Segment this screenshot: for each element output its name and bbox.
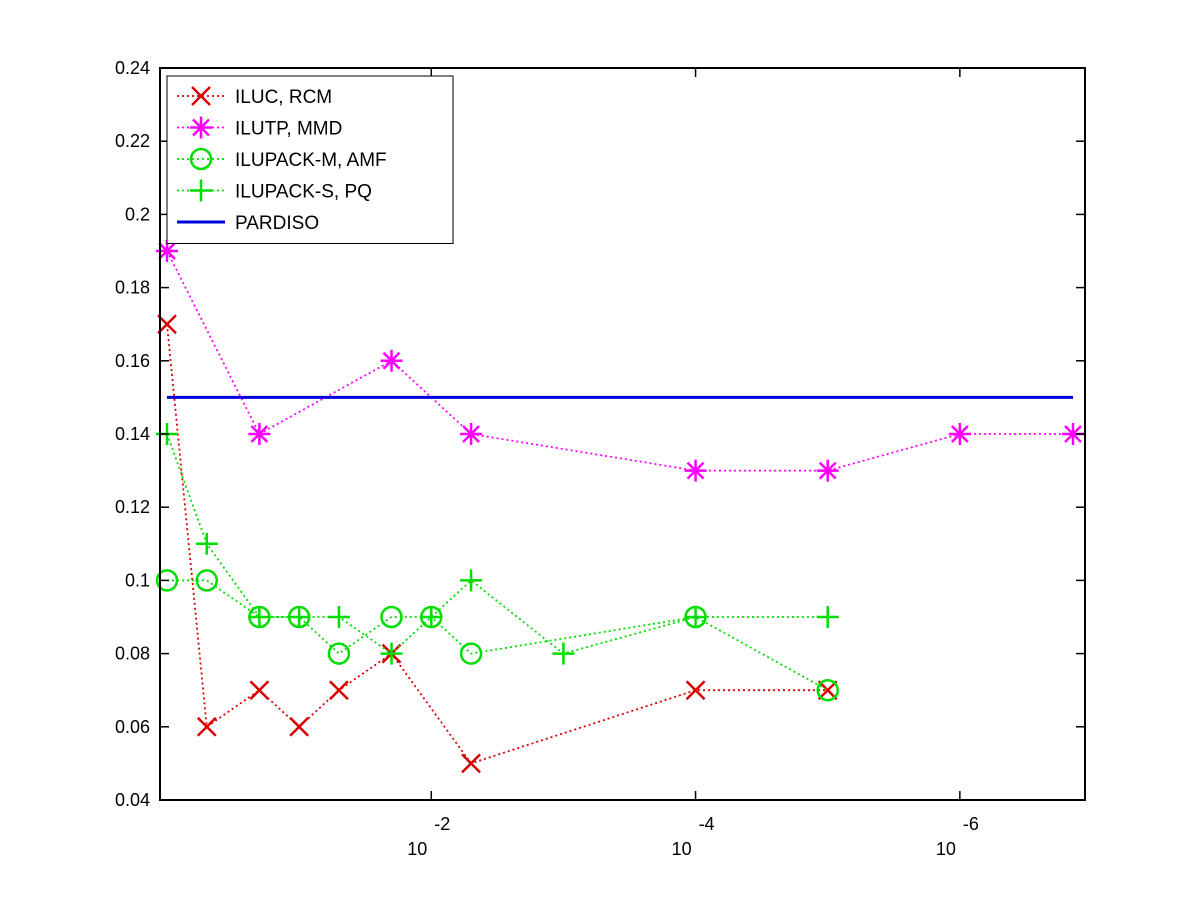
- data-point: [329, 680, 349, 701]
- y-tick-label: 0.18: [115, 278, 150, 298]
- data-point: [462, 425, 480, 443]
- legend-label: PARDISO: [235, 213, 319, 234]
- series-ilutp-mmd: [156, 240, 1084, 482]
- legend-label: ILUPACK-S, PQ: [235, 182, 372, 203]
- data-point: [249, 680, 270, 701]
- x-tick-label-exponent: -2: [434, 814, 450, 834]
- data-point: [1064, 425, 1082, 443]
- y-tick-label: 0.16: [115, 351, 150, 371]
- legend-box: [166, 75, 454, 244]
- data-point: [459, 642, 483, 665]
- data-point: [816, 678, 839, 702]
- data-point: [685, 680, 706, 701]
- y-tick-label: 0.14: [115, 424, 150, 444]
- x-axis: 10 -2 10 -4 10 -6: [407, 68, 979, 859]
- legend: ILUC, RCM ILUTP, MMD ILUPACK-M, AMF ILUPACK…: [166, 75, 454, 244]
- legend-entry: ILUPACK-S, PQ: [177, 179, 372, 203]
- y-tick-label: 0.06: [115, 717, 150, 737]
- data-point: [196, 716, 217, 737]
- plot-area: 0.04 0.06 0.08 0.1 0.12 0.14 0.16 0.18 0.2 0.22 0.…: [115, 58, 1086, 859]
- y-tick-label: 0.2: [125, 204, 150, 224]
- y-tick-label: 0.12: [115, 497, 150, 517]
- series-layer: [155, 240, 1084, 774]
- y-axis: 0.04 0.06 0.08 0.1 0.12 0.14 0.16 0.18 0.2 0.22 0.…: [115, 58, 1085, 810]
- series-ilupack-s-pq: [156, 423, 839, 665]
- legend-marker: [192, 118, 210, 137]
- data-point: [289, 716, 310, 737]
- y-tick-label: 0.04: [115, 790, 150, 810]
- legend-label: ILUPACK-M, AMF: [235, 150, 387, 171]
- legend-entry: ILUTP, MMD: [177, 116, 342, 140]
- data-point: [158, 242, 176, 260]
- data-point: [250, 425, 269, 443]
- x-tick-label-base: 10: [407, 839, 427, 859]
- legend-entry: ILUPACK-M, AMF: [177, 147, 387, 171]
- data-point: [817, 680, 838, 701]
- x-tick-label-base: 10: [672, 839, 692, 859]
- x-tick-label-exponent: -4: [699, 814, 715, 834]
- data-point: [950, 425, 969, 443]
- data-point: [461, 753, 481, 774]
- data-point: [380, 605, 403, 629]
- data-point: [327, 642, 351, 665]
- series-line: [167, 579, 829, 691]
- y-tick-label: 0.22: [115, 131, 150, 151]
- y-tick-label: 0.1: [125, 570, 150, 590]
- legend-marker: [191, 86, 211, 106]
- data-point: [818, 461, 837, 480]
- legend-label: ILUC, RCM: [235, 87, 332, 108]
- data-point: [195, 569, 219, 592]
- legend-entry: PARDISO: [177, 213, 319, 234]
- data-point: [382, 351, 401, 370]
- legend-label: ILUTP, MMD: [235, 119, 342, 140]
- legend-marker: [189, 147, 213, 171]
- series-iluc-rcm: [157, 314, 838, 774]
- y-tick-label: 0.24: [115, 58, 150, 78]
- x-tick-label-base: 10: [936, 839, 956, 859]
- data-point: [155, 569, 179, 592]
- legend-entry: ILUC, RCM: [177, 86, 332, 108]
- data-point: [686, 461, 705, 480]
- x-tick-label-exponent: -6: [963, 814, 979, 834]
- y-tick-label: 0.08: [115, 644, 150, 664]
- series-line: [166, 250, 1073, 472]
